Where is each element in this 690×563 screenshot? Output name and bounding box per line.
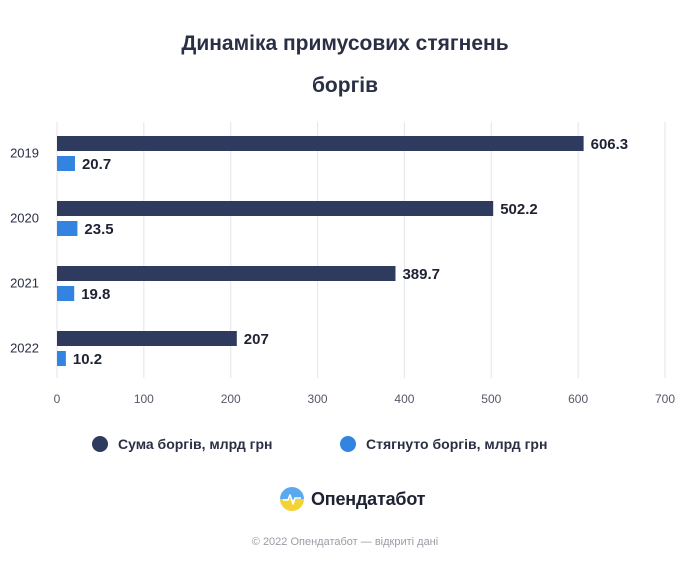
chart-title-line2: боргів (311, 74, 379, 97)
legend-dot-blue-icon (340, 436, 356, 452)
legend-item-total: Сума боргів, млрд грн (92, 436, 273, 452)
y-category-label: 2021 (10, 276, 39, 291)
bar-collected-2020 (57, 221, 78, 236)
brand-logo: Опендатабот (279, 486, 426, 512)
data-label: 606.3 (591, 136, 629, 153)
data-label: 389.7 (402, 266, 440, 283)
x-tick-label: 700 (655, 392, 675, 406)
bar-collected-2022 (57, 351, 66, 366)
footer-copyright: © 2022 Опендатабот — відкриті дані (251, 536, 439, 548)
bar-total-2021 (57, 266, 396, 281)
legend-item-collected: Стягнуто боргів, млрд грн (340, 436, 547, 452)
bar-total-2019 (57, 136, 584, 151)
brand-name: Опендатабот (311, 488, 426, 509)
legend-dot-dark-icon (92, 436, 108, 452)
y-category-label: 2020 (10, 211, 39, 226)
bar-total-2020 (57, 201, 494, 216)
x-tick-label: 300 (308, 392, 328, 406)
bar-collected-2019 (57, 156, 75, 171)
opendatabot-logo-icon (280, 487, 304, 511)
x-tick-label: 500 (481, 392, 501, 406)
chart-title-line1: Динаміка примусових стягнень (181, 32, 509, 55)
tick-labels: 0 100 200 300 400 500 600 700 2019 2020 2021 2022 (10, 146, 675, 407)
x-tick-label: 200 (221, 392, 241, 406)
data-label: 10.2 (73, 351, 102, 368)
y-category-label: 2019 (10, 146, 39, 161)
data-label: 502.2 (500, 201, 538, 218)
data-label: 20.7 (82, 156, 111, 173)
x-tick-label: 600 (568, 392, 588, 406)
legend-label-collected: Стягнуто боргів, млрд грн (366, 436, 548, 452)
x-tick-label: 100 (134, 392, 154, 406)
x-tick-label: 400 (394, 392, 414, 406)
data-label: 23.5 (84, 221, 113, 238)
bars (57, 136, 584, 366)
x-tick-label: 0 (54, 392, 61, 406)
bar-collected-2021 (57, 286, 75, 301)
y-category-label: 2022 (10, 341, 39, 356)
legend: Сума боргів, млрд грн Стягнуто боргів, м… (0, 436, 690, 460)
data-label: 19.8 (81, 286, 110, 303)
legend-label-total: Сума боргів, млрд грн (118, 436, 273, 452)
bar-chart: 606.3 20.7 502.2 23.5 389.7 19.8 207 10.2 0 100 2… (10, 122, 675, 407)
data-labels: 606.3 20.7 502.2 23.5 389.7 19.8 207 10.2 (73, 136, 628, 368)
data-label: 207 (244, 331, 269, 348)
bar-total-2022 (57, 331, 237, 346)
